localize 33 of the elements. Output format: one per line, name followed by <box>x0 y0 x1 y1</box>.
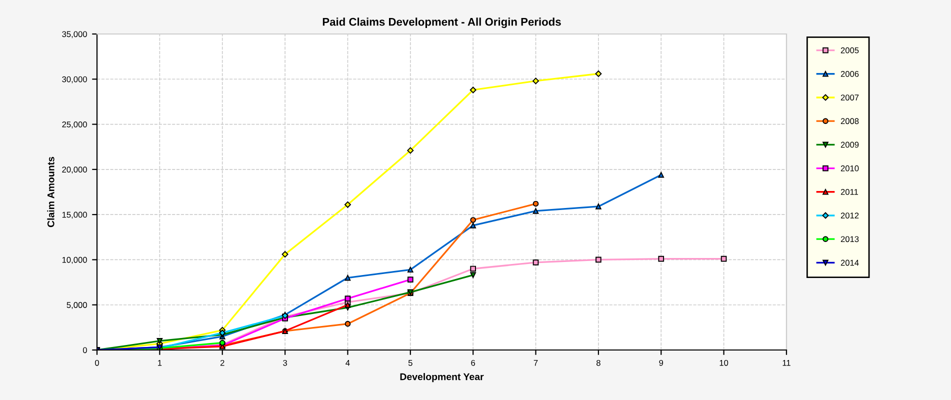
legend-label: 2009 <box>840 142 859 148</box>
legend-label: 2013 <box>840 236 859 242</box>
legend-label: 2005 <box>840 47 859 54</box>
x-tick-label: 7 <box>534 360 538 366</box>
legend-label: 2010 <box>840 165 859 172</box>
x-tick-label: 1 <box>158 360 162 366</box>
x-axis-title: Development Year <box>400 373 484 382</box>
legend-label: 2008 <box>840 118 859 124</box>
legend-label: 2007 <box>840 94 859 100</box>
x-tick-label: 4 <box>346 360 350 366</box>
x-tick-label: 9 <box>659 360 664 366</box>
legend-label: 2012 <box>840 212 859 218</box>
legend-label: 2011 <box>840 188 858 195</box>
x-tick-label: 3 <box>283 360 287 366</box>
y-tick-label: 10,000 <box>62 256 87 264</box>
legend-label: 2006 <box>840 70 859 77</box>
legend-label: 2014 <box>840 260 859 266</box>
y-tick-label: 20,000 <box>62 166 87 174</box>
x-tick-label: 5 <box>408 360 412 366</box>
x-tick-label: 6 <box>471 360 476 366</box>
x-tick-label: 8 <box>596 360 600 366</box>
chart-title: Paid Claims Development - All Origin Periods <box>322 18 561 28</box>
x-tick-label: 0 <box>95 360 99 366</box>
x-tick-label: 11 <box>782 360 790 366</box>
y-tick-label: 35,000 <box>62 31 87 38</box>
y-tick-label: 30,000 <box>62 76 87 84</box>
y-axis-title: Claim Amounts <box>47 156 54 228</box>
y-tick-label: 0 <box>82 347 87 354</box>
y-tick-label: 25,000 <box>62 121 87 128</box>
x-tick-label: 2 <box>220 360 224 366</box>
x-tick-label: 10 <box>720 360 728 366</box>
y-tick-label: 5,000 <box>66 302 87 309</box>
y-tick-label: 15,000 <box>62 212 87 219</box>
